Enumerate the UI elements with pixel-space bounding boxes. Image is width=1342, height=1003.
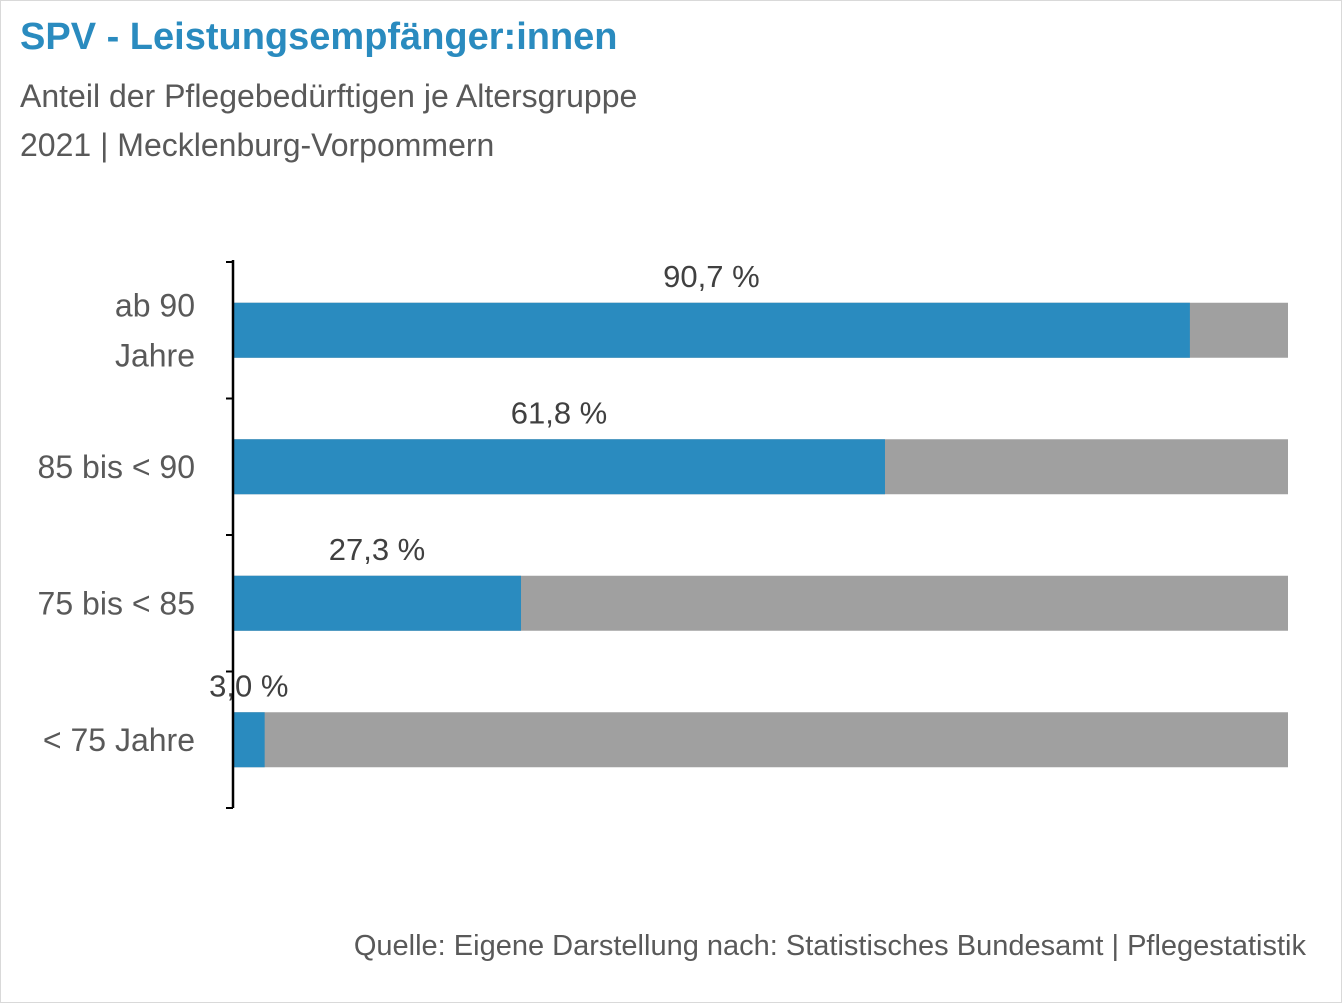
data-label: 90,7 % xyxy=(663,259,760,294)
data-label: 27,3 % xyxy=(329,532,426,567)
bar-share xyxy=(233,302,1190,358)
category-label: < 75 Jahre xyxy=(43,722,195,758)
category-label: 85 bis < 90 xyxy=(38,449,195,485)
data-label: 61,8 % xyxy=(511,395,608,430)
data-label: 3,0 % xyxy=(209,668,288,703)
source-note: Quelle: Eigene Darstellung nach: Statist… xyxy=(353,930,1306,962)
chart-subtitle: Anteil der Pflegebedürftigen je Altersgr… xyxy=(20,78,638,114)
category-label: Jahre xyxy=(115,337,195,373)
bar-share xyxy=(233,712,265,768)
bar-remainder xyxy=(233,712,1288,768)
chart-title: SPV - Leistungsempfänger:innen xyxy=(20,16,618,58)
bar-share xyxy=(233,439,885,495)
chart-subtitle-year-region: 2021 | Mecklenburg-Vorpommern xyxy=(20,127,495,163)
category-label: ab 90 xyxy=(115,287,195,323)
category-label: 75 bis < 85 xyxy=(38,585,195,621)
bar-share xyxy=(233,575,522,631)
